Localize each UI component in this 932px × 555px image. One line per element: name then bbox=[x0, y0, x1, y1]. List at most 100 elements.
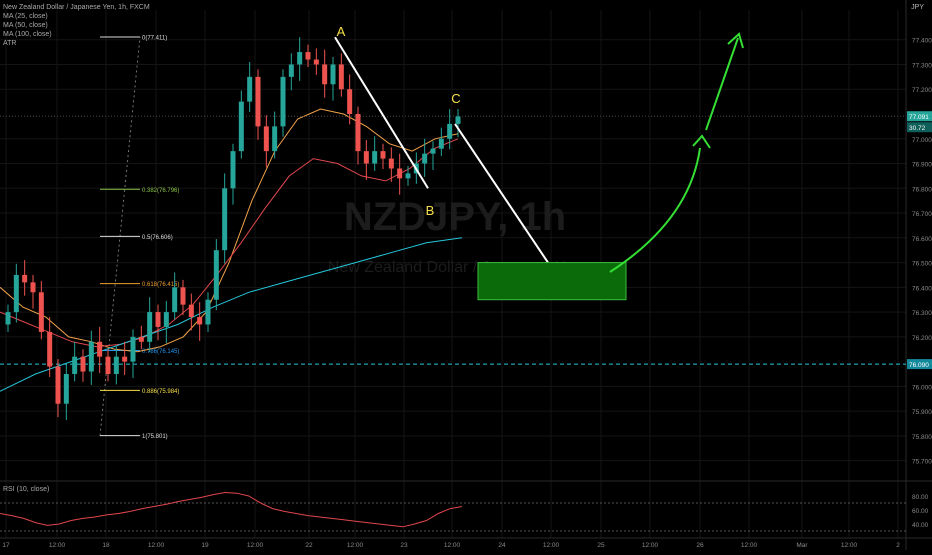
time-tick: 17 bbox=[2, 542, 10, 549]
time-tick: 24 bbox=[498, 542, 506, 549]
candle-body bbox=[397, 168, 403, 179]
time-tick: 12:00 bbox=[444, 542, 461, 549]
currency-tag: JPY bbox=[911, 4, 924, 11]
level-price-label: 76.090 bbox=[909, 362, 929, 369]
ma25-line bbox=[0, 108, 459, 353]
price-tick: 75.800 bbox=[912, 434, 932, 441]
candle-body bbox=[388, 158, 394, 169]
candle-body bbox=[105, 356, 111, 374]
candle-body bbox=[38, 292, 44, 332]
candle-body bbox=[405, 173, 411, 179]
candle-body bbox=[230, 151, 236, 189]
fib-level-label: 0.5(76.606) bbox=[142, 235, 173, 241]
projection-curve bbox=[609, 147, 701, 273]
candle-body bbox=[247, 76, 253, 102]
price-tick: 76.200 bbox=[912, 335, 932, 342]
candle-body bbox=[288, 64, 294, 77]
candle-body bbox=[88, 341, 94, 372]
candle-body bbox=[138, 336, 144, 342]
candle-body bbox=[338, 64, 344, 90]
rsi-tick: 40.00 bbox=[912, 522, 929, 529]
atr-label: 30.72 bbox=[909, 125, 926, 132]
candle-body bbox=[47, 331, 53, 367]
time-tick: 22 bbox=[305, 542, 313, 549]
price-tick: 76.900 bbox=[912, 162, 932, 169]
candle-body bbox=[172, 287, 178, 313]
time-tick: 2 bbox=[896, 542, 900, 549]
pattern-label-b: B bbox=[426, 203, 435, 218]
candle-body bbox=[80, 356, 86, 372]
time-axis[interactable]: 17 12:00 18 12:00 19 12:00 22 12:00 23 12:00 24 12:… bbox=[2, 542, 900, 549]
cd-leg bbox=[454, 123, 549, 264]
candle-body bbox=[113, 356, 119, 374]
candle-body bbox=[147, 312, 153, 342]
price-tick: 76.800 bbox=[912, 186, 932, 193]
price-tick: 75.700 bbox=[912, 459, 932, 466]
fib-level-label: 0.382(76.796) bbox=[142, 188, 179, 194]
fib-level-label: 1(75.801) bbox=[142, 434, 168, 440]
atr-label-bg bbox=[907, 122, 932, 133]
candle-body bbox=[155, 312, 161, 327]
candle-body bbox=[255, 76, 261, 127]
candle-body bbox=[22, 274, 28, 283]
time-tick: 12:00 bbox=[49, 542, 66, 549]
time-tick: 12:00 bbox=[741, 542, 758, 549]
candle-body bbox=[363, 151, 369, 164]
time-tick: 12:00 bbox=[347, 542, 364, 549]
candle-body bbox=[305, 52, 311, 60]
rsi-line bbox=[0, 491, 463, 528]
pattern-label-a: A bbox=[337, 24, 346, 39]
candle-body bbox=[72, 356, 78, 374]
candle-body bbox=[213, 250, 219, 300]
candle-body bbox=[430, 148, 436, 154]
candle-body bbox=[297, 52, 303, 65]
pattern-label-c: C bbox=[451, 91, 460, 106]
current-price-label: 77.091 bbox=[909, 114, 929, 121]
rsi-pane[interactable]: 80.00 60.00 40.00 bbox=[0, 491, 929, 532]
candle-body bbox=[372, 151, 378, 164]
candle-body bbox=[163, 312, 169, 327]
candle-body bbox=[380, 151, 386, 159]
abcd-pattern[interactable]: ABCD bbox=[334, 24, 744, 301]
candle-body bbox=[55, 366, 61, 404]
candle-body bbox=[438, 138, 444, 149]
candle-body bbox=[455, 116, 461, 124]
candle-body bbox=[347, 89, 353, 114]
price-tick: 77.300 bbox=[912, 62, 932, 69]
time-tick: 12:00 bbox=[642, 542, 659, 549]
time-tick: Mar bbox=[796, 542, 808, 549]
ma50-line bbox=[0, 138, 459, 348]
rsi-tick: 60.00 bbox=[912, 508, 929, 515]
candle-body bbox=[122, 356, 128, 362]
time-tick: 25 bbox=[597, 542, 605, 549]
current-price-label-bg bbox=[907, 111, 932, 122]
time-tick: 19 bbox=[201, 542, 209, 549]
price-tick: 77.400 bbox=[912, 38, 932, 45]
candle-body bbox=[272, 126, 278, 152]
target-zone bbox=[477, 262, 627, 301]
projection-line bbox=[705, 37, 739, 131]
price-tick: 76.500 bbox=[912, 261, 932, 268]
candle-body bbox=[5, 312, 11, 325]
legend-ma100: MA (100, close) bbox=[3, 31, 52, 38]
rsi-tick: 80.00 bbox=[912, 494, 929, 501]
candle-body bbox=[63, 374, 69, 404]
projection-arrowhead-1 bbox=[692, 134, 711, 149]
candle-body bbox=[13, 274, 19, 313]
candle-body bbox=[422, 153, 428, 164]
candle-body bbox=[188, 304, 194, 318]
rsi-legend: RSI (10, close) bbox=[3, 486, 50, 493]
price-tick: 76.400 bbox=[912, 285, 932, 292]
chart-legend: New Zealand Dollar / Japanese Yen, 1h, F… bbox=[3, 3, 150, 48]
candle-body bbox=[222, 188, 228, 251]
price-tick: 76.600 bbox=[912, 236, 932, 243]
price-axis[interactable]: 77.400 77.300 77.200 77.000 76.900 76.800 76.7… bbox=[907, 38, 932, 466]
candle-body bbox=[313, 59, 319, 65]
candle-body bbox=[180, 287, 186, 305]
legend-ma25: MA (25, close) bbox=[3, 13, 48, 20]
candle-body bbox=[280, 76, 286, 127]
candle-body bbox=[197, 317, 203, 325]
time-tick: 12:00 bbox=[543, 542, 560, 549]
